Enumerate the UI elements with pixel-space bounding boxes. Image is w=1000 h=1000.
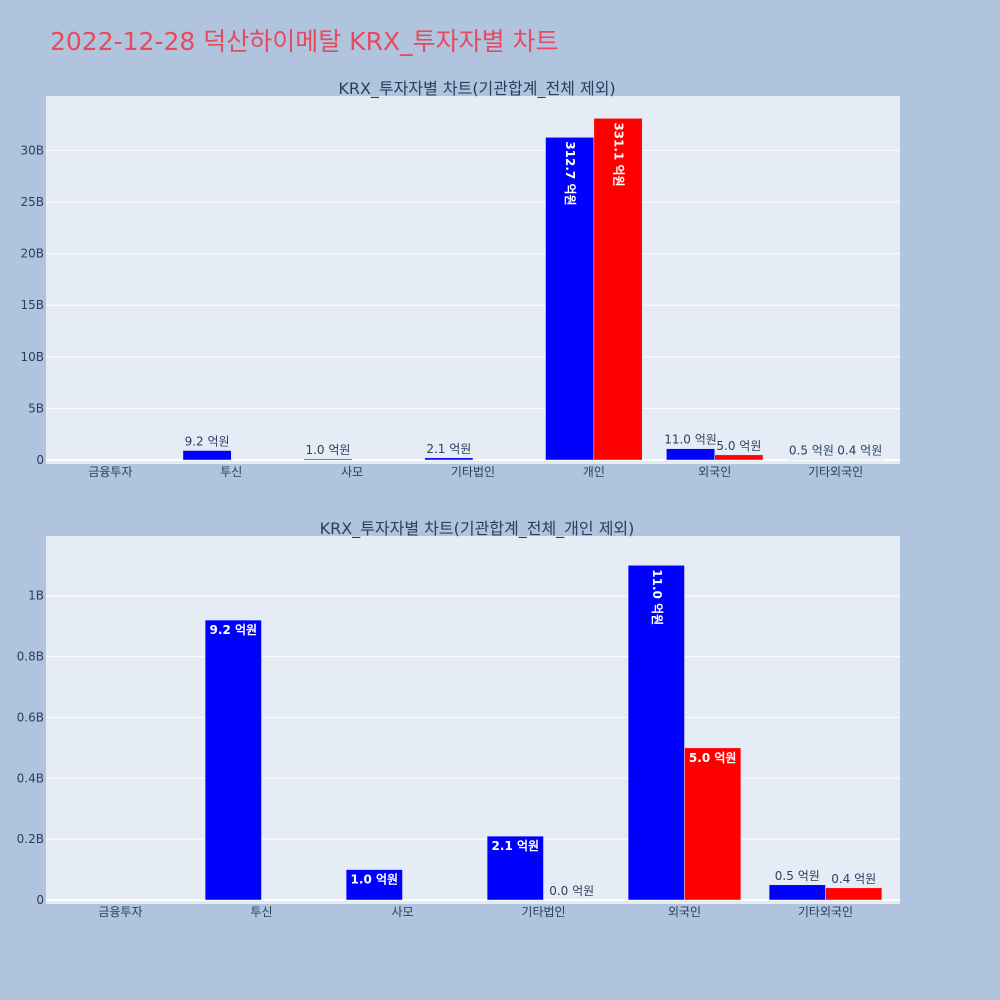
- chart1-ytick-label: 10B: [20, 350, 44, 364]
- chart1-bar-label: 11.0 억원: [664, 433, 717, 447]
- chart2-bar: [345, 869, 403, 901]
- chart1-bar-label: 2.1 억원: [426, 442, 471, 456]
- chart1-category-label: 외국인: [698, 465, 731, 479]
- chart2-ytick-label: 1B: [28, 589, 44, 603]
- chart1-category-label: 기타외국인: [808, 465, 863, 479]
- chart2-category-label: 외국인: [668, 905, 701, 919]
- chart1-bar: [786, 459, 836, 461]
- chart2-ytick-label: 0.6B: [17, 710, 44, 724]
- chart1-ytick-label: 0: [36, 453, 44, 467]
- chart2-bar-label: 0.5 억원: [775, 869, 820, 883]
- chart2-category-label: 기타법인: [521, 905, 565, 919]
- chart2-plot-background: [46, 536, 900, 904]
- chart2-ytick-label: 0: [36, 893, 44, 907]
- chart1-bar: [545, 137, 595, 461]
- chart1-bar: [182, 450, 232, 461]
- chart2-category-label: 기타외국인: [798, 905, 853, 919]
- chart2-bar: [627, 565, 685, 901]
- chart1-bar: [714, 454, 764, 461]
- chart1-plot-background: [46, 96, 900, 464]
- chart1-group: 0 5B 10B 15B 20B 25B 30B KRX_투자자별 차트(기관합계_전체 제외…: [20, 79, 900, 479]
- chart1-ytick-label: 5B: [28, 401, 44, 415]
- chart2-bar-label: 1.0 억원: [351, 873, 399, 887]
- chart2-ytick-label: 0.2B: [17, 832, 44, 846]
- chart2-bar: [684, 747, 742, 901]
- chart2-bar-label: 0.4 억원: [831, 872, 876, 886]
- chart1-bar: [303, 458, 353, 461]
- chart1-ytick-label: 20B: [20, 247, 44, 261]
- chart1-ytick-label: 15B: [20, 298, 44, 312]
- chart2-category-label: 금융투자: [98, 905, 142, 919]
- chart2-bar-label: 0.0 억원: [549, 884, 594, 898]
- chart2-bar-label: 5.0 억원: [689, 751, 737, 765]
- chart1-ytick-label: 25B: [20, 195, 44, 209]
- chart1-ytick-label: 30B: [20, 143, 44, 157]
- chart2-bar-label: 9.2 억원: [210, 623, 258, 637]
- chart2-group: 0 0.2B 0.4B 0.6B 0.8B 1B KRX_투자자별 차트(기관합계_전체_개…: [17, 519, 900, 919]
- chart1-title: KRX_투자자별 차트(기관합계_전체 제외): [338, 79, 615, 99]
- chart1-bar-label: 1.0 억원: [305, 443, 350, 457]
- chart2-category-label: 사모: [391, 905, 413, 919]
- chart1-bar: [666, 448, 715, 461]
- chart1-category-label: 개인: [583, 465, 605, 479]
- chart2-bar: [486, 835, 544, 901]
- chart1-category-label: 금융투자: [88, 465, 132, 479]
- page-title: 2022-12-28 덕산하이메탈 KRX_투자자별 차트: [50, 27, 559, 56]
- chart1-category-label: 기타법인: [451, 465, 495, 479]
- chart2-ytick-label: 0.8B: [17, 650, 44, 664]
- chart1-bar: [424, 457, 474, 461]
- chart1-bar-label: 0.4 억원: [837, 444, 882, 458]
- chart2-bar-label: 11.0 억원: [650, 569, 664, 625]
- chart2-bar-label: 2.1 억원: [492, 839, 540, 853]
- chart1-bar-label: 312.7 억원: [563, 141, 577, 205]
- chart1-category-label: 투신: [220, 465, 242, 479]
- chart2-bar: [825, 887, 883, 901]
- chart2-bar: [204, 619, 262, 901]
- chart2-category-label: 투신: [250, 905, 272, 919]
- chart1-bar-label: 331.1 억원: [612, 122, 626, 186]
- chart2-ytick-label: 0.4B: [17, 771, 44, 785]
- chart2-bar: [768, 884, 826, 901]
- chart1-bar-label: 9.2 억원: [185, 435, 230, 449]
- chart2-title: KRX_투자자별 차트(기관합계_전체_개인 제외): [320, 519, 635, 539]
- chart1-bar-label: 0.5 억원: [789, 443, 834, 457]
- chart1-bar-label: 5.0 억원: [716, 439, 761, 453]
- chart1-bar: [593, 118, 643, 461]
- chart1-category-label: 사모: [341, 465, 363, 479]
